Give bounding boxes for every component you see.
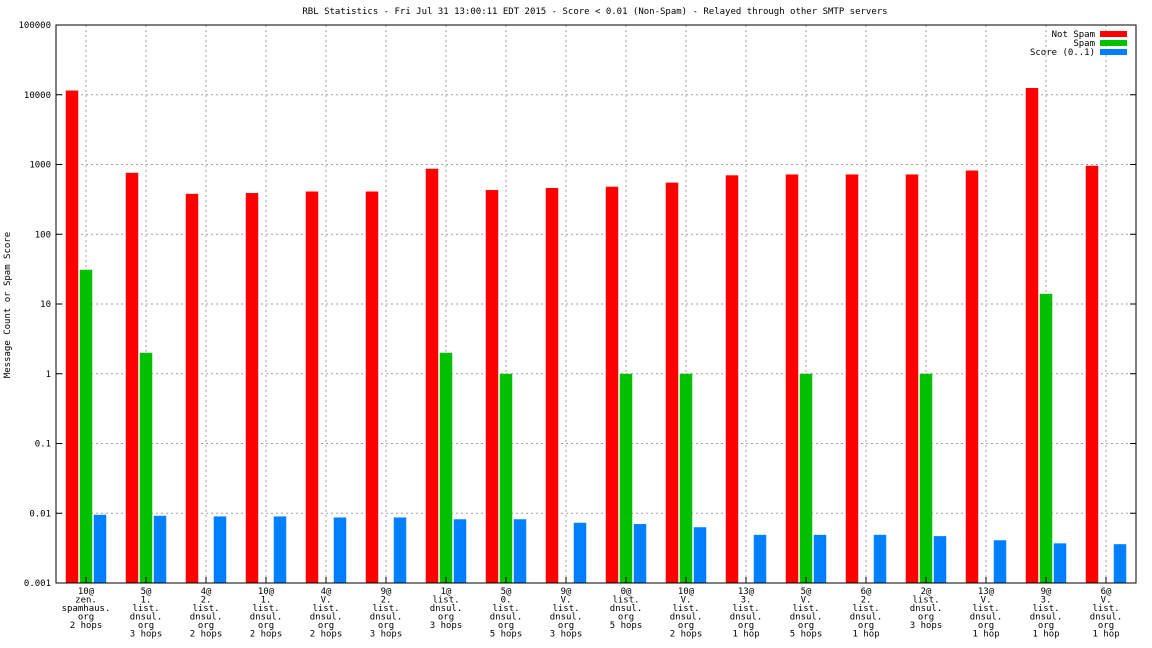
- bar-not-spam: [545, 188, 559, 583]
- x-tick-label: 2@ list. dnsul. org 3 hops: [910, 587, 943, 631]
- bars: [65, 87, 1127, 584]
- x-tick-label: 9@ 2. list. dnsul. org 3 hops: [370, 587, 403, 640]
- bar-score-0-1: [93, 514, 107, 583]
- y-tick-label: 0.001: [24, 579, 51, 589]
- bar-not-spam: [605, 186, 619, 583]
- bar-not-spam: [785, 174, 799, 584]
- y-tick-label: 100000: [18, 21, 51, 31]
- bar-spam: [679, 373, 693, 583]
- bar-score-0-1: [513, 519, 527, 583]
- bar-score-0-1: [993, 540, 1007, 583]
- bar-not-spam: [905, 174, 919, 584]
- y-axis-label: Message Count or Spam Score: [3, 232, 13, 378]
- y-tick-label: 1: [46, 370, 51, 380]
- bar-spam: [139, 352, 153, 583]
- bar-not-spam: [125, 172, 139, 584]
- x-tick-label: 0@ list. dnsul. org 5 hops: [610, 587, 643, 631]
- x-tick-label: 10@ V. list. dnsul. org 2 hops: [670, 587, 703, 640]
- bar-score-0-1: [873, 534, 887, 583]
- bar-not-spam: [185, 193, 199, 583]
- x-tick-label: 6@ V. list. dnsul. org 1 hop: [1090, 587, 1123, 640]
- x-tick-label: 6@ 2. list. dnsul. org 1 hop: [850, 587, 883, 640]
- legend-label: Score (0..1): [1030, 48, 1095, 58]
- x-tick-label: 9@ V. list. dnsul. org 3 hops: [550, 587, 583, 640]
- bar-spam: [439, 352, 453, 583]
- y-tick-label: 1000: [29, 161, 51, 171]
- bar-score-0-1: [633, 524, 647, 583]
- bar-score-0-1: [393, 517, 407, 583]
- bar-score-0-1: [573, 522, 587, 583]
- x-tick-label: 9@ 3. list. dnsul. org 1 hop: [1030, 587, 1063, 640]
- bar-score-0-1: [693, 527, 707, 583]
- x-tick-label: 5@ 1. list. dnsul. org 3 hops: [130, 587, 163, 640]
- x-tick-label: 1@ list. dnsul. org 3 hops: [430, 587, 463, 631]
- bar-score-0-1: [1113, 544, 1127, 583]
- legend-swatch: [1100, 31, 1127, 37]
- x-tick-label: 10@ zen. spamhaus. org 2 hops: [62, 587, 111, 631]
- bar-spam: [799, 373, 813, 583]
- x-tick-label: 5@ 0. list. dnsul. org 5 hops: [490, 587, 523, 640]
- y-tick-label: 10: [40, 300, 51, 310]
- bar-score-0-1: [333, 517, 347, 583]
- bar-spam: [79, 269, 93, 583]
- bar-not-spam: [965, 170, 979, 584]
- bar-not-spam: [305, 191, 319, 583]
- bar-not-spam: [665, 182, 679, 584]
- bar-not-spam: [845, 174, 859, 584]
- bar-score-0-1: [753, 534, 767, 583]
- x-axis-ticks: 10@ zen. spamhaus. org 2 hops 5@ 1. list. dnsul.…: [62, 577, 1123, 640]
- bar-spam: [1039, 293, 1053, 583]
- bar-score-0-1: [273, 516, 287, 583]
- y-tick-label: 10000: [24, 91, 51, 101]
- bar-score-0-1: [933, 536, 947, 583]
- bar-not-spam: [425, 168, 439, 583]
- y-tick-label: 100: [35, 230, 51, 240]
- bar-score-0-1: [1053, 543, 1067, 583]
- x-tick-label: 13@ 3. list. dnsul. org 1 hop: [730, 587, 763, 640]
- bar-score-0-1: [813, 534, 827, 583]
- bar-not-spam: [245, 193, 259, 583]
- bar-score-0-1: [213, 516, 227, 583]
- bar-score-0-1: [153, 515, 167, 583]
- x-tick-label: 10@ 1. list. dnsul. org 2 hops: [250, 587, 283, 640]
- bar-not-spam: [1085, 165, 1099, 584]
- bar-not-spam: [365, 191, 379, 583]
- y-tick-label: 0.1: [35, 440, 51, 450]
- bar-score-0-1: [453, 519, 467, 583]
- plot-frame: [55, 24, 1137, 584]
- legend-label: Not Spam: [1052, 30, 1095, 40]
- legend-label: Spam: [1073, 39, 1095, 49]
- bar-not-spam: [485, 190, 499, 583]
- x-tick-label: 4@ 2. list. dnsul. org 2 hops: [190, 587, 223, 640]
- bar-spam: [919, 373, 933, 583]
- x-tick-label: 13@ V. list. dnsul. org 1 hop: [970, 587, 1003, 640]
- chart-title: RBL Statistics - Fri Jul 31 13:00:11 EDT…: [302, 7, 887, 17]
- bar-not-spam: [1025, 87, 1039, 583]
- bar-not-spam: [725, 175, 739, 583]
- bar-spam: [499, 373, 513, 583]
- bar-spam: [619, 373, 633, 583]
- y-tick-label: 0.01: [29, 509, 51, 519]
- legend-swatch: [1100, 49, 1127, 55]
- x-tick-label: 5@ V. list. dnsul. org 5 hops: [790, 587, 823, 640]
- bar-not-spam: [65, 90, 79, 583]
- legend-swatch: [1100, 40, 1127, 46]
- x-tick-label: 4@ V. list. dnsul. org 2 hops: [310, 587, 343, 640]
